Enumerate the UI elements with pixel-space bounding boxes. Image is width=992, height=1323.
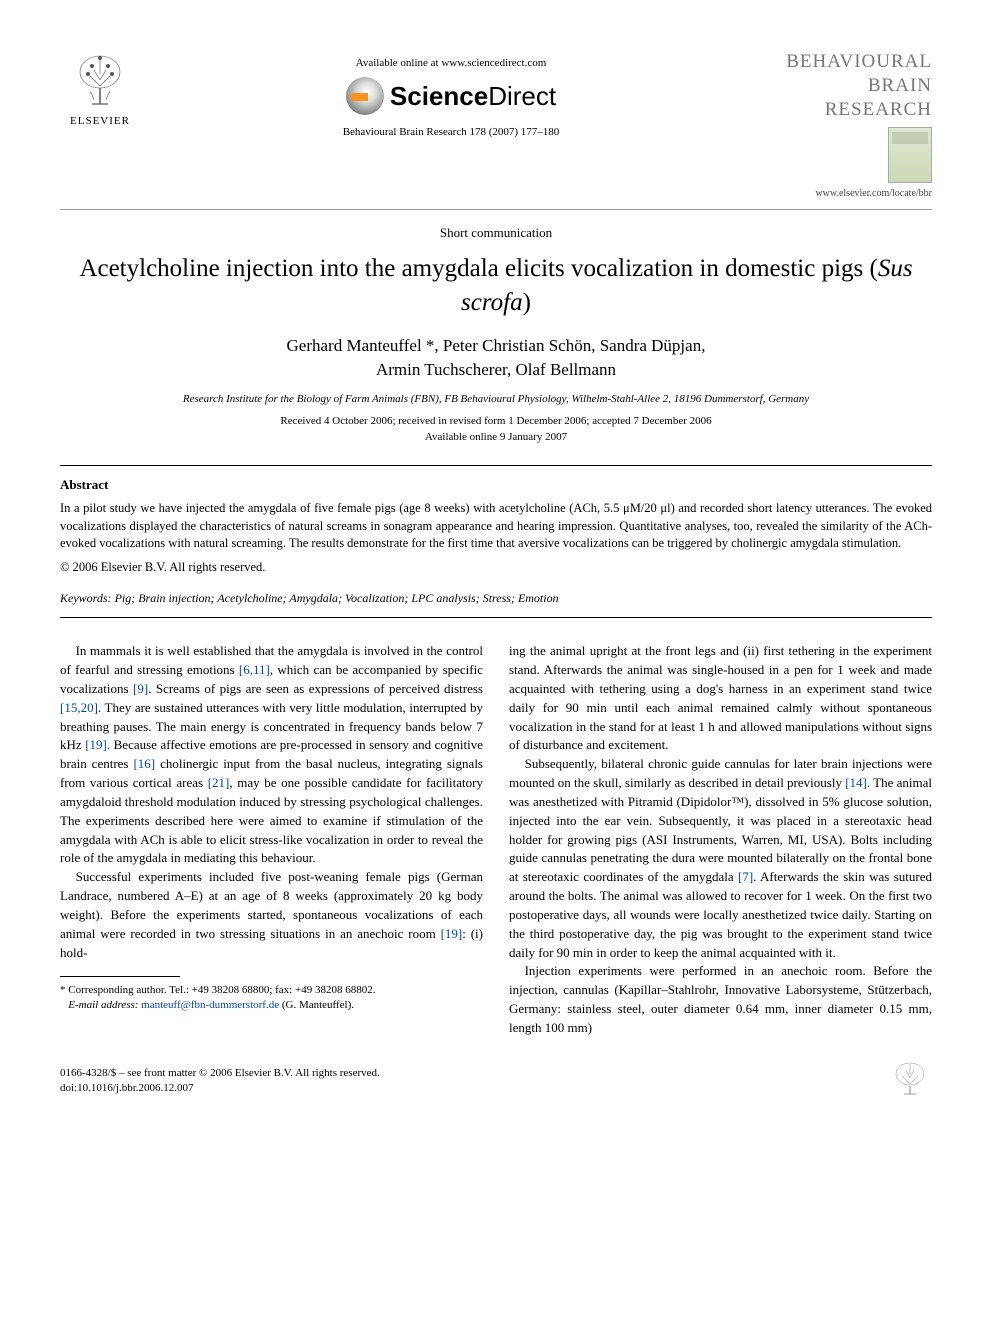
journal-cover-thumb-icon [888, 127, 932, 183]
citation-link[interactable]: [7] [738, 869, 753, 884]
sd-word-light: Direct [488, 81, 556, 111]
citation-link[interactable]: [6,11] [239, 662, 270, 677]
citation-link[interactable]: [14] [845, 775, 867, 790]
citation-link[interactable]: [19] [85, 737, 107, 752]
citation-link[interactable]: [9] [133, 681, 148, 696]
footnote-separator [60, 976, 180, 977]
header-center: Available online at www.sciencedirect.co… [140, 50, 762, 141]
citation-link[interactable]: [19] [441, 926, 463, 941]
citation-link[interactable]: [21] [208, 775, 230, 790]
elsevier-tree-icon [70, 50, 130, 110]
journal-reference: Behavioural Brain Research 178 (2007) 17… [140, 125, 762, 140]
elsevier-tree-small-icon [888, 1058, 932, 1096]
rule-top [60, 465, 932, 466]
doi: doi:10.1016/j.bbr.2006.12.007 [60, 1082, 194, 1094]
sciencedirect-ball-icon [346, 77, 384, 115]
abstract-copyright: © 2006 Elsevier B.V. All rights reserved… [60, 559, 932, 577]
email-link[interactable]: manteuff@fbn-dummerstorf.de [141, 999, 279, 1011]
publisher-label: ELSEVIER [60, 114, 140, 129]
body-paragraph: Injection experiments were performed in … [509, 962, 932, 1037]
publisher-logo-block: ELSEVIER [60, 50, 140, 129]
article-title: Acetylcholine injection into the amygdal… [60, 252, 932, 320]
abstract-text: In a pilot study we have injected the am… [60, 500, 932, 553]
body-paragraph: In mammals it is well established that t… [60, 642, 483, 868]
sd-word-bold: Science [390, 81, 488, 111]
sciencedirect-wordmark: ScienceDirect [390, 78, 556, 114]
citation-link[interactable]: [16] [133, 756, 155, 771]
footnote-star-icon: * [60, 984, 68, 996]
article-body: In mammals it is well established that t… [60, 642, 932, 1038]
header-right: BEHAVIOURAL BRAIN RESEARCH www.elsevier.… [762, 50, 932, 201]
article-type: Short communication [60, 224, 932, 242]
page-header: ELSEVIER Available online at www.science… [60, 50, 932, 210]
article-dates: Received 4 October 2006; received in rev… [60, 414, 932, 445]
body-paragraph: Subsequently, bilateral chronic guide ca… [509, 755, 932, 962]
abstract-heading: Abstract [60, 476, 932, 494]
available-online-line: Available online at www.sciencedirect.co… [140, 56, 762, 71]
citation-link[interactable]: [15,20] [60, 700, 98, 715]
journal-url: www.elsevier.com/locate/bbr [762, 187, 932, 201]
authors: Gerhard Manteuffel *, Peter Christian Sc… [60, 334, 932, 382]
rule-bottom [60, 617, 932, 618]
body-paragraph: ing the animal upright at the front legs… [509, 642, 932, 755]
journal-name: BEHAVIOURAL BRAIN RESEARCH [762, 50, 932, 121]
sciencedirect-logo: ScienceDirect [140, 77, 762, 115]
corresponding-author-footnote: * Corresponding author. Tel.: +49 38208 … [60, 983, 483, 1013]
issn-doi-block: 0166-4328/$ – see front matter © 2006 El… [60, 1066, 380, 1096]
affiliation: Research Institute for the Biology of Fa… [60, 392, 932, 407]
body-paragraph: Successful experiments included five pos… [60, 868, 483, 962]
page-footer: 0166-4328/$ – see front matter © 2006 El… [60, 1058, 932, 1096]
keywords: Keywords: Pig; Brain injection; Acetylch… [60, 590, 932, 607]
